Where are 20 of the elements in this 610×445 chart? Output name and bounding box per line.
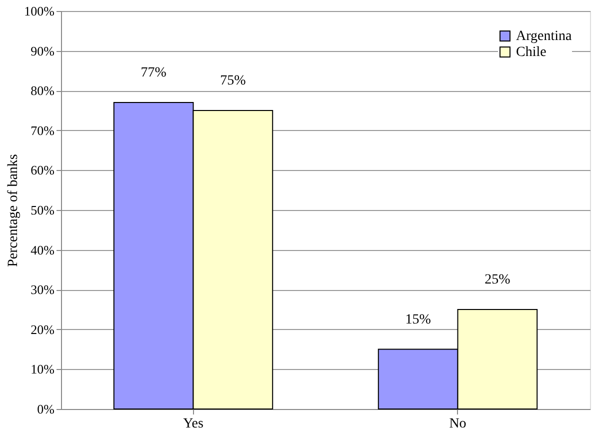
data-label: 15% [405, 312, 432, 328]
data-label: 77% [140, 66, 167, 81]
y-tick-label: 70% [30, 122, 55, 138]
x-tick-label: Yes [183, 416, 204, 432]
y-tick-label: 100% [24, 4, 55, 18]
y-tick-label: 50% [30, 202, 55, 218]
y-tick-label: 0% [37, 402, 55, 416]
data-label: 25% [484, 272, 511, 288]
y-axis-title: Percentage of banks [6, 154, 22, 267]
y-tick-label: 90% [30, 43, 55, 58]
x-tick-label: No [449, 416, 466, 432]
legend-label: Chile [516, 45, 546, 60]
y-tick-label: 30% [30, 282, 55, 298]
y-tick-label: 10% [30, 362, 55, 377]
legend-label: Argentina [516, 29, 573, 44]
y-tick-label: 20% [30, 322, 55, 337]
data-label: 75% [220, 74, 246, 88]
y-tick-label: 40% [30, 242, 55, 258]
y-tick-label: 80% [30, 83, 55, 98]
y-tick-label: 60% [30, 162, 55, 178]
